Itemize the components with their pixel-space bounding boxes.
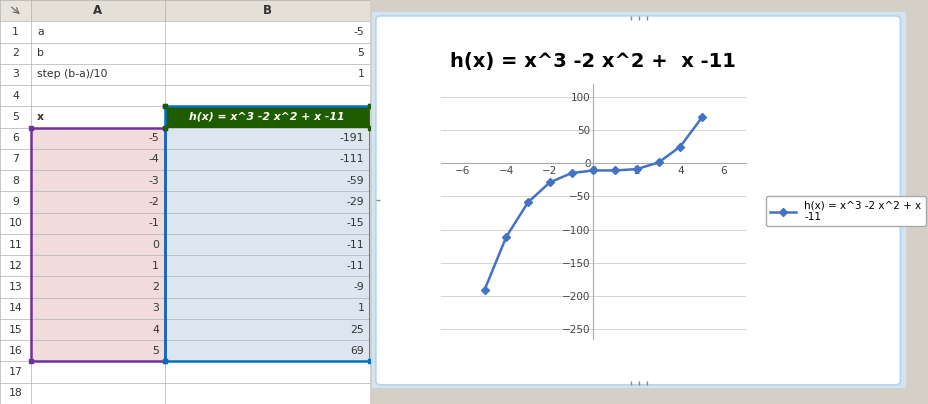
Text: 1: 1 <box>152 261 159 271</box>
Text: -111: -111 <box>340 154 364 164</box>
Bar <box>0 0 369 21</box>
Text: 18: 18 <box>9 388 22 398</box>
Text: 2: 2 <box>12 48 19 58</box>
Text: -5: -5 <box>148 133 159 143</box>
Text: b: b <box>37 48 44 58</box>
Text: 4: 4 <box>12 90 19 101</box>
Bar <box>164 234 369 255</box>
Bar <box>164 191 369 213</box>
Text: -29: -29 <box>346 197 364 207</box>
Bar <box>32 255 164 276</box>
Line: h(x) = x^3 -2 x^2 + x
-11: h(x) = x^3 -2 x^2 + x -11 <box>481 114 704 293</box>
Text: -1: -1 <box>148 218 159 228</box>
Bar <box>164 106 369 362</box>
Text: 8: 8 <box>12 176 19 186</box>
Bar <box>0 0 32 21</box>
Text: 3: 3 <box>152 303 159 314</box>
Text: h(x) = x^3 -2 x^2 + x -11: h(x) = x^3 -2 x^2 + x -11 <box>189 112 344 122</box>
Bar <box>164 149 369 170</box>
Text: 11: 11 <box>9 240 22 250</box>
Text: a: a <box>37 27 44 37</box>
Text: -11: -11 <box>346 240 364 250</box>
Text: 7: 7 <box>12 154 19 164</box>
Text: -11: -11 <box>346 261 364 271</box>
Bar <box>32 149 164 170</box>
Text: -15: -15 <box>346 218 364 228</box>
Bar <box>164 298 369 319</box>
Bar <box>32 276 164 298</box>
Bar <box>164 213 369 234</box>
Text: 1: 1 <box>357 69 364 80</box>
Bar <box>164 319 369 340</box>
Text: 0: 0 <box>152 240 159 250</box>
Bar <box>32 128 164 362</box>
Bar <box>164 276 369 298</box>
Bar <box>164 128 369 149</box>
h(x) = x^3 -2 x^2 + x
-11 <box>587 168 599 173</box>
Text: -9: -9 <box>353 282 364 292</box>
Bar <box>32 340 164 362</box>
Text: 12: 12 <box>9 261 22 271</box>
Bar <box>32 213 164 234</box>
h(x) = x^3 -2 x^2 + x
-11 <box>630 167 641 172</box>
h(x) = x^3 -2 x^2 + x
-11 <box>479 288 490 292</box>
Text: 14: 14 <box>9 303 22 314</box>
Bar <box>32 128 164 149</box>
Text: -3: -3 <box>148 176 159 186</box>
Text: 2: 2 <box>152 282 159 292</box>
Bar <box>32 191 164 213</box>
Text: A: A <box>94 4 102 17</box>
Text: 9: 9 <box>12 197 19 207</box>
Text: -59: -59 <box>346 176 364 186</box>
h(x) = x^3 -2 x^2 + x
-11 <box>522 200 533 205</box>
Bar <box>32 319 164 340</box>
h(x) = x^3 -2 x^2 + x
-11 <box>674 144 685 149</box>
Text: 16: 16 <box>9 346 22 356</box>
Text: -191: -191 <box>340 133 364 143</box>
Bar <box>164 340 369 362</box>
h(x) = x^3 -2 x^2 + x
-11 <box>500 234 511 239</box>
Text: 5: 5 <box>357 48 364 58</box>
Text: 5: 5 <box>12 112 19 122</box>
FancyBboxPatch shape <box>376 16 899 385</box>
h(x) = x^3 -2 x^2 + x
-11 <box>652 160 664 165</box>
Text: 25: 25 <box>350 324 364 335</box>
Text: 69: 69 <box>350 346 364 356</box>
Text: 17: 17 <box>9 367 22 377</box>
FancyBboxPatch shape <box>366 9 909 391</box>
Legend: h(x) = x^3 -2 x^2 + x
-11: h(x) = x^3 -2 x^2 + x -11 <box>765 196 925 226</box>
Text: x: x <box>37 112 44 122</box>
Text: step (b-a)/10: step (b-a)/10 <box>37 69 108 80</box>
Text: -4: -4 <box>148 154 159 164</box>
Text: 10: 10 <box>8 218 22 228</box>
h(x) = x^3 -2 x^2 + x
-11 <box>544 180 555 185</box>
Bar <box>164 170 369 191</box>
Bar <box>32 170 164 191</box>
Text: 4: 4 <box>152 324 159 335</box>
Text: -2: -2 <box>148 197 159 207</box>
Text: 13: 13 <box>9 282 22 292</box>
Text: 6: 6 <box>12 133 19 143</box>
Bar <box>164 106 369 128</box>
Text: 3: 3 <box>12 69 19 80</box>
Bar <box>164 255 369 276</box>
h(x) = x^3 -2 x^2 + x
-11 <box>609 168 620 173</box>
Text: B: B <box>263 4 271 17</box>
Title: h(x) = x^3 -2 x^2 +  x -11: h(x) = x^3 -2 x^2 + x -11 <box>450 52 735 71</box>
Bar <box>32 298 164 319</box>
Text: 1: 1 <box>357 303 364 314</box>
Text: 5: 5 <box>152 346 159 356</box>
Text: -5: -5 <box>353 27 364 37</box>
Text: 15: 15 <box>9 324 22 335</box>
h(x) = x^3 -2 x^2 + x
-11 <box>565 170 576 175</box>
h(x) = x^3 -2 x^2 + x
-11 <box>696 115 707 120</box>
Text: 1: 1 <box>12 27 19 37</box>
Bar <box>32 234 164 255</box>
